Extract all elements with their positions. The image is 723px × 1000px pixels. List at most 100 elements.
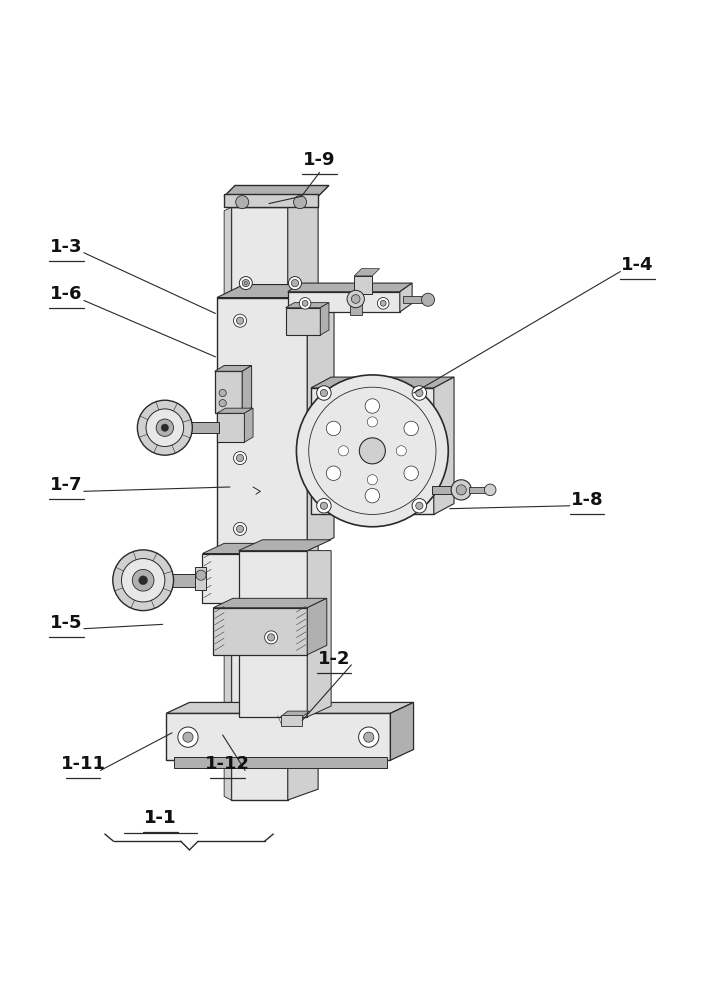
Polygon shape [434,377,454,514]
Text: 1-1: 1-1 [145,809,176,827]
Circle shape [359,438,385,464]
Circle shape [219,389,226,397]
Circle shape [456,485,466,495]
Circle shape [234,452,247,465]
Bar [350,297,362,315]
Circle shape [219,400,226,407]
Circle shape [367,417,377,427]
Circle shape [380,300,386,306]
Polygon shape [242,366,252,413]
Circle shape [236,525,244,533]
Bar [288,292,400,312]
Circle shape [265,631,278,644]
Circle shape [268,634,275,641]
Circle shape [242,279,249,287]
Text: 1-11: 1-11 [61,755,106,773]
Circle shape [236,454,244,462]
Bar [187,422,219,433]
Polygon shape [281,711,309,717]
Text: 1-12: 1-12 [205,755,250,773]
Circle shape [317,386,331,400]
Circle shape [121,559,165,602]
Polygon shape [231,189,318,207]
Polygon shape [286,303,329,308]
Circle shape [412,499,427,513]
Bar [469,487,489,493]
Circle shape [139,576,147,585]
Polygon shape [400,283,412,312]
Text: 1-5: 1-5 [51,614,82,632]
Polygon shape [390,702,414,760]
Circle shape [178,727,198,747]
Circle shape [320,502,328,509]
Circle shape [294,196,307,209]
Circle shape [161,424,168,431]
Polygon shape [215,366,252,371]
Bar [213,608,307,655]
Text: 1-9: 1-9 [304,151,335,169]
Circle shape [359,727,379,747]
Polygon shape [213,598,327,608]
Circle shape [317,499,331,513]
Circle shape [296,375,448,527]
Circle shape [291,279,299,287]
Circle shape [234,314,247,327]
Polygon shape [288,207,318,800]
Bar [403,296,425,303]
Circle shape [236,317,244,324]
Circle shape [288,277,301,290]
Polygon shape [320,303,329,335]
Text: 1-6: 1-6 [51,285,82,303]
Polygon shape [307,598,327,655]
Polygon shape [217,408,253,413]
Bar [166,713,390,760]
Polygon shape [307,298,334,551]
Text: 1-2: 1-2 [318,650,350,668]
Bar [215,371,242,413]
Polygon shape [244,408,253,442]
Bar [202,554,286,603]
Circle shape [422,293,435,306]
Bar [286,308,320,335]
Circle shape [412,386,427,400]
Circle shape [234,522,247,535]
Bar [174,757,387,768]
Circle shape [137,400,192,455]
Circle shape [484,484,496,496]
Circle shape [236,196,249,209]
Polygon shape [224,207,231,800]
Text: 1-4: 1-4 [622,256,654,274]
Circle shape [404,421,419,436]
Circle shape [365,488,380,503]
Bar [432,486,458,494]
Circle shape [132,569,154,591]
Circle shape [364,732,374,742]
Polygon shape [217,285,334,298]
Circle shape [396,446,406,456]
Circle shape [338,446,348,456]
Circle shape [377,298,389,309]
Circle shape [113,550,174,611]
Bar [231,207,288,800]
Text: 1-8: 1-8 [570,491,604,509]
Bar [195,567,206,590]
Circle shape [244,282,247,285]
Circle shape [196,570,206,580]
Polygon shape [224,185,329,196]
Bar [239,551,307,717]
Circle shape [156,419,174,436]
Bar [224,194,318,207]
Bar [217,298,307,551]
Circle shape [309,387,436,514]
Circle shape [146,409,184,446]
Circle shape [299,298,311,309]
Circle shape [302,300,308,306]
Polygon shape [286,543,307,603]
Bar [152,574,197,587]
Circle shape [367,475,377,485]
Text: 1-1: 1-1 [145,809,176,827]
Circle shape [347,290,364,308]
Circle shape [451,480,471,500]
Bar [217,413,244,442]
Circle shape [404,466,419,480]
